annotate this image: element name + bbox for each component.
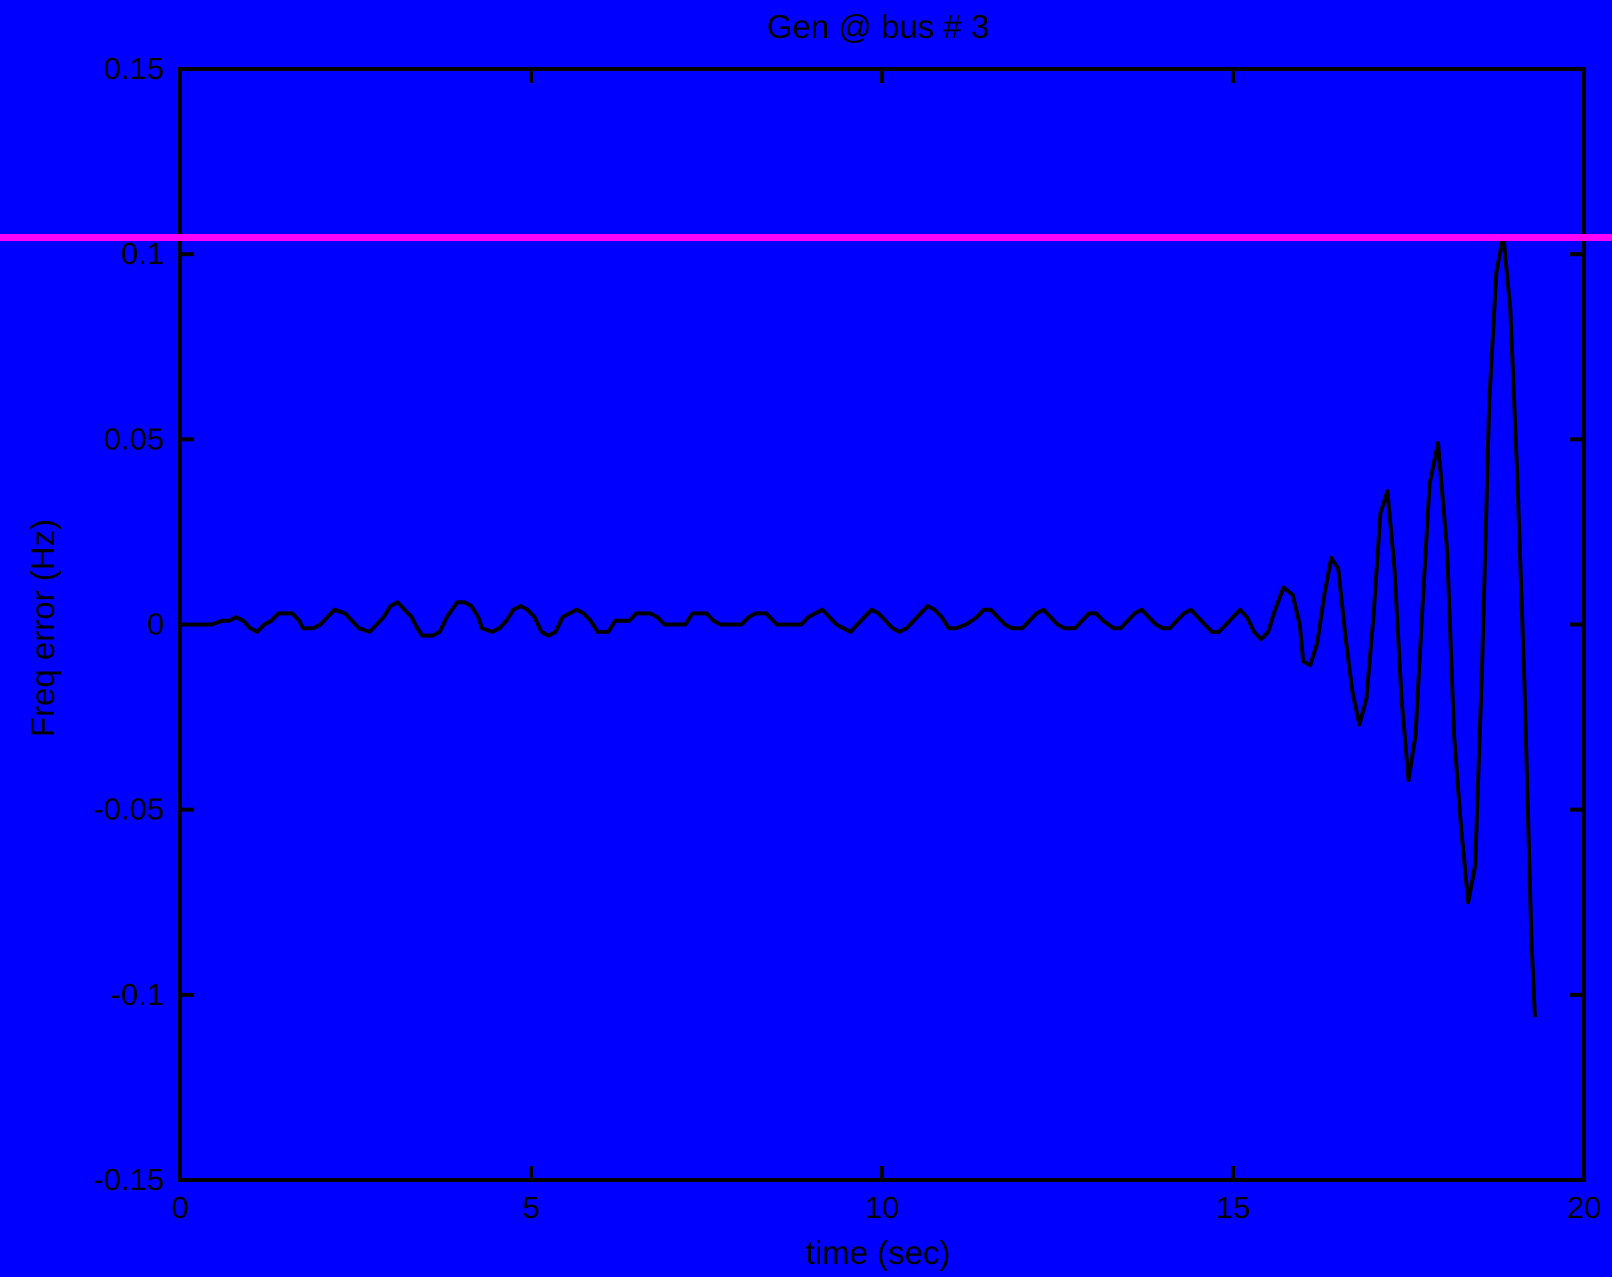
y-tick-label: 0.1 <box>121 236 164 271</box>
tick-labels: 0 5 10 15 20 0.15 0.1 0.05 0 -0.05 -0.1 -0.15 <box>93 51 1601 1225</box>
y-tick-label: 0.05 <box>104 421 164 456</box>
y-tick-label: 0.15 <box>104 51 164 86</box>
y-tick-label: -0.15 <box>93 1162 164 1197</box>
y-axis-label: Freq error (Hz) <box>24 519 61 737</box>
x-axis-label: time (sec) <box>806 1234 951 1271</box>
y-tick-label: -0.05 <box>93 792 164 827</box>
series-line <box>180 233 1537 1018</box>
y-tick-label: -0.1 <box>111 977 164 1012</box>
y-tick-label: 0 <box>147 607 164 642</box>
x-tick-label: 5 <box>522 1190 539 1225</box>
plot-frame <box>178 67 1586 1182</box>
x-tick-label: 10 <box>865 1190 899 1225</box>
series-layer <box>180 233 1537 1018</box>
x-tick-label: 15 <box>1216 1190 1250 1225</box>
x-tick-label: 0 <box>171 1190 188 1225</box>
x-tick-label: 20 <box>1567 1190 1601 1225</box>
chart-title: Gen @ bus # 3 <box>767 8 989 45</box>
